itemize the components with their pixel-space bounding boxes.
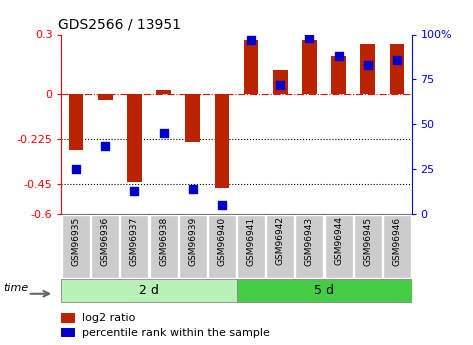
Bar [62,215,90,278]
Text: GSM96941: GSM96941 [246,216,255,266]
Point [306,35,313,41]
Point [101,143,109,148]
Bar [324,215,352,278]
Bar [61,279,236,302]
Point [247,37,255,43]
Point [189,186,197,191]
Bar [69,94,83,150]
Bar [360,45,375,94]
Text: GSM96942: GSM96942 [276,216,285,265]
Bar [266,215,294,278]
Bar [61,313,76,323]
Text: GSM96946: GSM96946 [393,216,402,266]
Bar [273,70,288,94]
Bar [296,215,324,278]
Bar [390,45,404,94]
Text: GSM96944: GSM96944 [334,216,343,265]
Bar [185,94,200,142]
Text: 5 d: 5 d [314,284,334,297]
Bar [156,90,171,94]
Text: GSM96936: GSM96936 [101,216,110,266]
Bar [237,215,265,278]
Text: GSM96938: GSM96938 [159,216,168,266]
Bar [354,215,382,278]
Point [131,188,138,193]
Text: GSM96935: GSM96935 [71,216,80,266]
Point [276,82,284,88]
Point [364,62,372,68]
Point [218,202,226,208]
Bar [236,279,412,302]
Text: GSM96939: GSM96939 [188,216,197,266]
Point [160,130,167,136]
Text: GSM96945: GSM96945 [363,216,372,266]
Bar [91,215,119,278]
Bar [61,328,76,337]
Bar [215,94,229,188]
Text: GDS2566 / 13951: GDS2566 / 13951 [58,18,181,32]
Bar [127,94,142,182]
Bar [208,215,236,278]
Point [393,57,401,62]
Text: time: time [3,283,28,293]
Bar [302,40,317,94]
Text: GSM96937: GSM96937 [130,216,139,266]
Bar [331,57,346,94]
Point [335,53,342,59]
Bar [98,94,113,100]
Bar [383,215,411,278]
Text: GSM96940: GSM96940 [218,216,227,266]
Bar [244,40,258,94]
Bar [121,215,149,278]
Bar [149,215,177,278]
Bar [179,215,207,278]
Text: log2 ratio: log2 ratio [82,313,136,323]
Text: 2 d: 2 d [139,284,159,297]
Point [72,166,80,172]
Text: percentile rank within the sample: percentile rank within the sample [82,328,271,338]
Text: GSM96943: GSM96943 [305,216,314,266]
